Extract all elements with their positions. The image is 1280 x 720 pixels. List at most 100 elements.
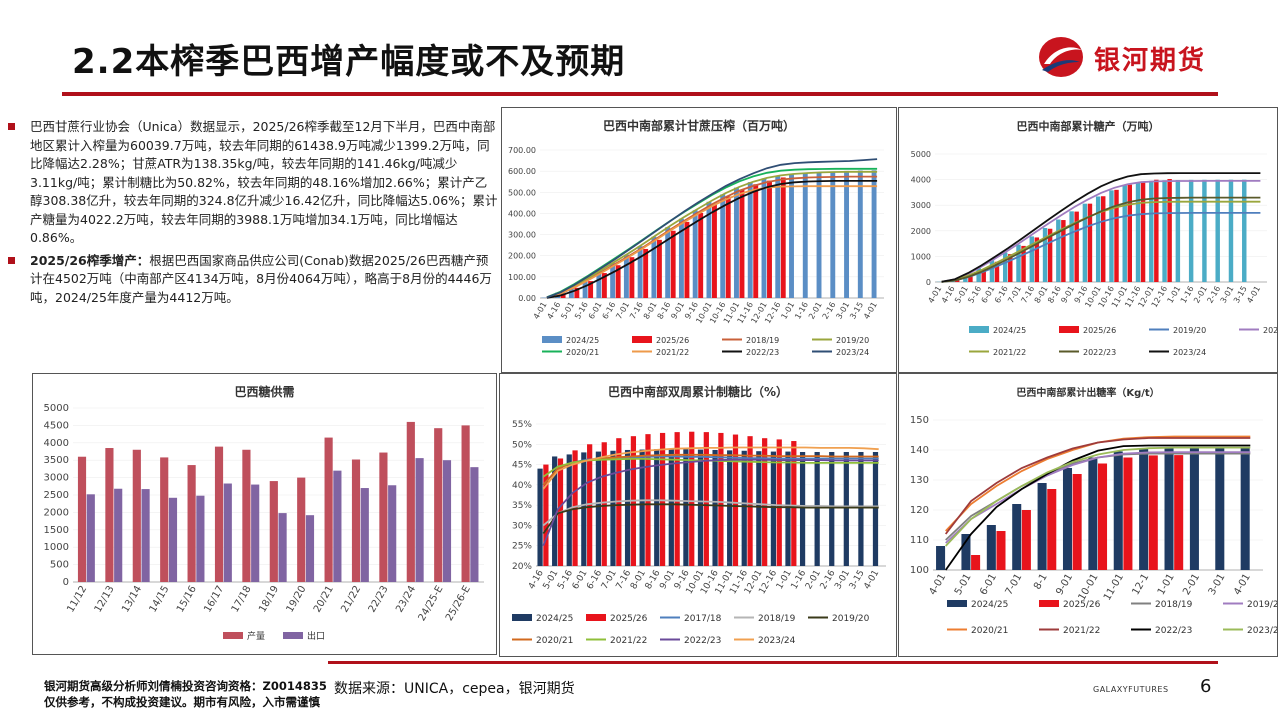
bar-cane-1-8 [656, 239, 662, 298]
legend-label: 2020/21 [566, 348, 599, 357]
y-tick-label: 2000 [44, 507, 69, 518]
bar-supply-1-13 [442, 460, 452, 582]
y-tick-label: 20% [512, 562, 532, 572]
y-tick-label: 40% [512, 481, 532, 491]
bar-cane-0-10 [678, 218, 684, 298]
bar-atr-0-10 [1189, 447, 1199, 570]
series-line-mix-4 [542, 458, 879, 478]
bar-sugar-1-5 [1008, 254, 1013, 282]
bar-cane-0-8 [651, 236, 657, 298]
x-tick-label: 15/16 [175, 584, 199, 614]
series-line-atr-3 [944, 437, 1251, 535]
bar-atr-1-4 [1047, 489, 1057, 570]
bar-cane-1-16 [767, 180, 772, 298]
bar-mix-0-19 [814, 451, 820, 566]
series-line-sugar-3 [941, 196, 1261, 283]
bar-cane-0-6 [623, 254, 629, 298]
bar-sugar-1-12 [1101, 196, 1106, 282]
bar-sugar-1-2 [968, 275, 973, 282]
bar-cane-0-16 [761, 178, 767, 298]
chart-svg-supply: 巴西糖供需 0 500 1000 1500 2000 2500 3000 3500 4000 450… [44, 384, 484, 642]
y-tick-label: 150 [910, 415, 929, 426]
series-line-sugar-1 [941, 180, 1261, 283]
bar-sugar-1-3 [981, 269, 986, 282]
bar-cane-1-6 [629, 257, 635, 298]
legend-label: 2022/23 [684, 636, 721, 646]
bar-atr-1-1 [971, 555, 981, 570]
bar-supply-0-4 [187, 465, 196, 582]
bar-sugar-0-23 [1242, 179, 1247, 282]
bar-supply-0-5 [214, 446, 224, 582]
bar-cane-0-12 [706, 201, 712, 298]
chart-svg-mix: 巴西中南部双周累计制糖比（%） 20% 25% 30% 35% 40% 45% 50% 55% 4… [512, 384, 886, 646]
bar-sugar-0-13 [1109, 190, 1114, 282]
brand-english: GALAXYFUTURES [1093, 685, 1169, 694]
bar-supply-0-12 [406, 421, 415, 582]
legend-swatch [632, 336, 652, 343]
bar-mix-1-9 [674, 432, 680, 566]
chart-sugar-yield: 巴西中南部累计出糖率（Kg/t） 100 110 120 130 140 150 4-01 5-… [898, 373, 1278, 657]
y-tick-label: 100 [910, 565, 929, 576]
series-line-cane-3 [546, 185, 878, 299]
bar-supply-1-0 [86, 494, 95, 582]
bar-cane-1-14 [739, 189, 745, 298]
bar-cane-0-24 [871, 170, 877, 298]
bar-mix-0-5 [610, 450, 616, 566]
series-line-cane-5 [546, 158, 878, 299]
bar-mix-1-17 [791, 441, 797, 566]
bar-mix-0-14 [741, 450, 747, 566]
legend-swatch [283, 632, 303, 639]
bar-mix-0-11 [697, 449, 704, 566]
bar-mix-1-12 [718, 432, 724, 566]
legend-label: 2018/19 [1155, 600, 1193, 610]
chart-svg-sugar: 巴西中南部累计糖产（万吨）0100020003000400050004-014-… [911, 119, 1277, 357]
y-tick-label: 0 [63, 577, 69, 588]
bar-mix-1-13 [732, 434, 739, 566]
bar-sugar-0-18 [1175, 179, 1181, 282]
bar-cane-1-7 [643, 248, 649, 298]
bar-cane-0-5 [610, 263, 616, 298]
bar-mix-1-0 [543, 464, 549, 566]
chart-sugar-mix: 巴西中南部双周累计制糖比（%） 20% 25% 30% 35% 40% 45% 50% 55% 4… [499, 373, 897, 657]
bar-atr-1-5 [1072, 474, 1082, 570]
bar-atr-0-6 [1088, 457, 1098, 570]
y-tick-label: 0 [926, 278, 931, 287]
series-line-mix-6 [542, 446, 879, 490]
bar-supply-0-13 [434, 428, 443, 582]
bar-sugar-0-7 [1029, 236, 1034, 282]
footer-divider [328, 661, 1218, 664]
disclaimer-risk: 仅供参考，不构成投资建议。期市有风险，入市需谨慎 [44, 695, 320, 709]
commentary: 巴西甘蔗行业协会（Unica）数据显示，2025/26榨季截至12月下半月，巴西… [8, 118, 498, 311]
series-line-sugar-4 [941, 172, 1261, 283]
galaxy-logo-icon [1039, 37, 1083, 77]
bar-supply-1-1 [114, 488, 123, 582]
legend-label: 2021/22 [656, 348, 689, 357]
bar-sugar-0-5 [1002, 252, 1008, 282]
bar-sugar-1-11 [1087, 203, 1093, 282]
bar-cane-0-9 [665, 227, 671, 298]
bar-mix-0-18 [799, 451, 806, 566]
y-tick-label: 1500 [44, 525, 69, 536]
bar-cane-1-15 [753, 184, 759, 298]
bar-cane-0-23 [857, 170, 863, 298]
bar-sugar-1-7 [1034, 237, 1040, 282]
y-tick-label: 200.00 [508, 252, 536, 261]
y-tick-label: 400.00 [508, 209, 536, 218]
x-tick-label: 24/25-E [417, 584, 446, 623]
bar-mix-0-15 [756, 451, 762, 566]
bar-mix-0-6 [624, 449, 631, 566]
series-line-atr-5 [945, 446, 1251, 547]
y-tick-label: 2500 [44, 490, 69, 501]
y-tick-label: 4000 [44, 438, 69, 449]
legend-label: 2022/23 [1083, 348, 1116, 357]
bar-atr-0-7 [1113, 451, 1123, 570]
legend-swatch [1059, 326, 1079, 333]
x-tick-label: 8-1 [1032, 572, 1050, 592]
bar-cane-1-1 [560, 293, 566, 298]
y-tick-label: 50% [512, 440, 532, 450]
bar-mix-1-4 [601, 442, 607, 566]
x-tick-label: 16/17 [202, 584, 226, 614]
chart-title: 巴西中南部累计甘蔗压榨（百万吨） [603, 118, 795, 133]
x-tick-label: 13/14 [120, 584, 144, 614]
y-tick-label: 110 [910, 535, 929, 546]
